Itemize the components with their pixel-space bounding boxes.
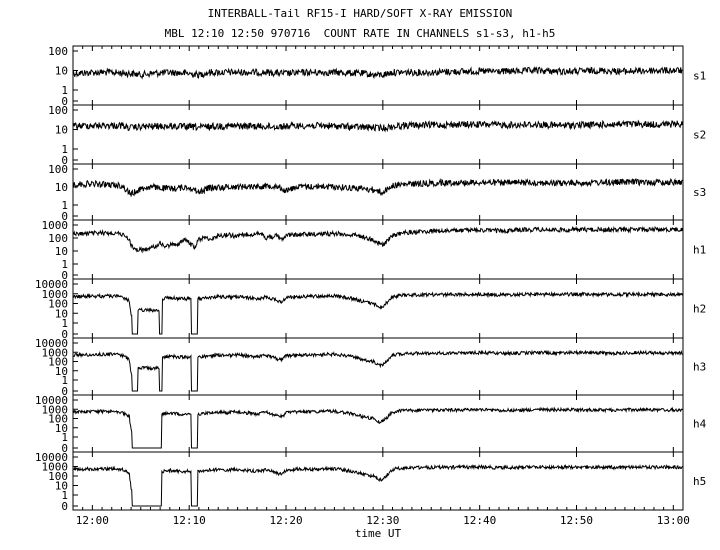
x-tick-label: 12:30 (366, 514, 399, 527)
series-line-h3 (72, 349, 683, 392)
series-line-s1 (72, 66, 683, 80)
panel-frame-s2 (72, 104, 684, 165)
channel-label-h1: h1 (693, 244, 706, 257)
y-tick-label-h5: 1000 (42, 461, 69, 474)
channel-label-s2: s2 (693, 129, 706, 142)
panel-s2: 100 10 10 s2 (48, 104, 706, 167)
y-tick-label-h4: 10000 (35, 394, 68, 407)
x-tick-label: 12:00 (76, 514, 109, 527)
panel-frame-h5 (72, 451, 684, 511)
y-tick-label-s3: 1 (61, 199, 68, 212)
x-tick-label: 13:00 (657, 514, 690, 527)
y-tick-label-h1: 1000 (42, 219, 69, 232)
panel-frame-h2 (72, 278, 684, 339)
y-tick-label-s2: 0 (61, 154, 68, 167)
y-tick-label-s3: 10 (55, 181, 68, 194)
channel-label-s1: s1 (693, 70, 706, 83)
y-tick-label-h4: 10 (55, 422, 68, 435)
y-tick-label-s1: 10 (55, 65, 68, 78)
x-tick-label: 12:20 (269, 514, 302, 527)
chart-subtitle: MBL 12:10 12:50 970716 COUNT RATE IN CHA… (164, 27, 556, 40)
panel-frame-s1 (72, 45, 684, 106)
y-tick-label-s1: 0 (61, 95, 68, 108)
x-tick-label: 12:40 (463, 514, 496, 527)
x-tick-label: 12:50 (560, 514, 593, 527)
y-tick-label-h5: 10 (55, 480, 68, 493)
chart-title: INTERBALL-Tail RF15-I HARD/SOFT X-RAY EM… (207, 7, 513, 20)
y-tick-label-h3: 10000 (35, 337, 68, 350)
y-tick-label-s1: 100 (48, 45, 68, 58)
y-tick-label-h2: 0 (61, 328, 68, 341)
y-tick-label-h3: 1000 (42, 346, 69, 359)
channel-label-h2: h2 (693, 303, 706, 316)
y-tick-label-h2: 100 (48, 298, 68, 311)
y-tick-label-s3: 100 (48, 163, 68, 176)
y-tick-label-h1: 0 (61, 269, 68, 282)
y-tick-label-h2: 1000 (42, 288, 69, 301)
y-tick-label-h2: 10000 (35, 278, 68, 291)
panel-s1: 100 10 10 s1 (48, 45, 706, 108)
y-tick-label-h4: 1 (61, 431, 68, 444)
y-tick-label-h5: 100 (48, 470, 68, 483)
channel-label-h4: h4 (693, 418, 707, 431)
panel-s3: 100 10 10 s3 (48, 163, 706, 223)
y-tick-label-h3: 100 (48, 356, 68, 369)
y-tick-label-h2: 10 (55, 307, 68, 320)
y-tick-label-h1: 1 (61, 258, 68, 271)
series-line-h4 (72, 406, 683, 449)
y-tick-label-h3: 1 (61, 374, 68, 387)
channel-label-h5: h5 (693, 475, 706, 488)
y-tick-label-h3: 0 (61, 385, 68, 398)
y-tick-label-h1: 10 (55, 245, 68, 258)
y-tick-label-s1: 1 (61, 84, 68, 97)
y-tick-label-h5: 1 (61, 489, 68, 502)
y-tick-label-s3: 0 (61, 210, 68, 223)
panel-frame-h4 (72, 394, 684, 453)
panel-frame-h3 (72, 337, 684, 396)
y-tick-label-s2: 1 (61, 143, 68, 156)
y-tick-label-h4: 1000 (42, 403, 69, 416)
series-line-s3 (72, 177, 683, 197)
x-axis-label: time UT (355, 527, 402, 540)
series-line-s2 (72, 119, 683, 133)
x-tick-label: 12:10 (173, 514, 206, 527)
y-tick-label-h4: 0 (61, 442, 68, 455)
y-tick-label-h4: 100 (48, 413, 68, 426)
x-axis: 12:00 12:10 12:20 12:30 12:40 12:50 13:00 (76, 46, 690, 527)
channel-label-s3: s3 (693, 186, 706, 199)
y-tick-label-h3: 10 (55, 365, 68, 378)
y-tick-label-h5: 10000 (35, 451, 68, 464)
series-line-h1 (72, 225, 683, 254)
series-line-h5 (72, 463, 683, 507)
series-line-h2 (72, 290, 683, 335)
y-tick-label-s2: 100 (48, 104, 68, 117)
y-tick-label-s2: 10 (55, 124, 68, 137)
y-tick-label-h5: 0 (61, 500, 68, 513)
y-tick-label-h2: 1 (61, 317, 68, 330)
y-tick-label-h1: 100 (48, 232, 68, 245)
channel-label-h3: h3 (693, 361, 706, 374)
chart-panels: 1001010s11001010s21001010s310001001010h1… (35, 45, 707, 513)
